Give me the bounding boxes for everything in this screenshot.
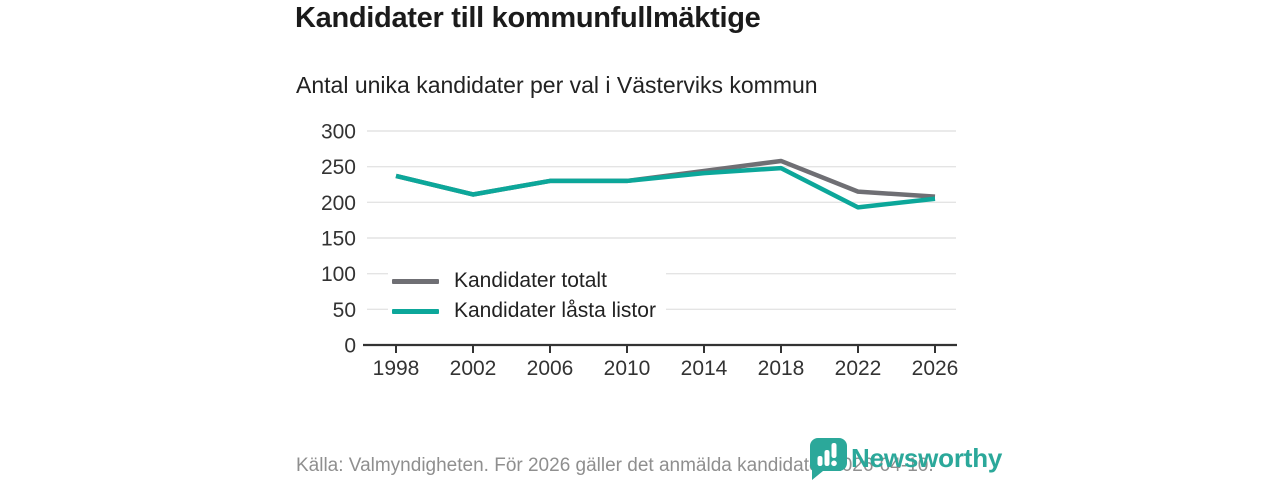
series-line-1 (395, 165, 936, 210)
chart-subtitle: Antal unika kandidater per val i Västerv… (296, 72, 818, 98)
legend-label-total: Kandidater totalt (454, 269, 607, 292)
chart-legend: Kandidater totalt Kandidater låsta listo… (388, 266, 666, 326)
y-tick-label: 300 (321, 121, 356, 144)
y-tick-label: 150 (321, 228, 356, 251)
y-tick-label: 200 (321, 192, 356, 215)
y-tick-label: 250 (321, 156, 356, 179)
x-tick-label: 2026 (912, 357, 959, 380)
newsworthy-logo: Newsworthy (808, 437, 1002, 480)
y-tick-label: 0 (344, 335, 356, 358)
line-chart: 0 50 100 150 200 250 300 1998 2002 2006 2010 2014 20… (300, 110, 980, 400)
x-tick-label: 2014 (681, 357, 728, 380)
x-tick-label: 2002 (450, 357, 497, 380)
y-tick-label: 100 (321, 263, 356, 286)
page-title: Kandidater till kommunfullmäktige (295, 2, 761, 34)
y-tick-label: 50 (333, 299, 356, 322)
legend-item-total: Kandidater totalt (388, 266, 666, 296)
x-tick-label: 2006 (527, 357, 574, 380)
legend-item-locked-lists: Kandidater låsta listor (388, 296, 666, 326)
legend-swatch-locked-lists (392, 308, 439, 314)
x-tick-label: 2022 (835, 357, 882, 380)
newsworthy-wordmark: Newsworthy (851, 443, 1003, 473)
line-chart-canvas: 0 50 100 150 200 250 300 1998 2002 2006 2010 2014 20… (321, 121, 959, 381)
source-note: Källa: Valmyndigheten. För 2026 gäller d… (296, 455, 934, 476)
x-tick-label: 2018 (758, 357, 805, 380)
bar-chart-speech-bubble-icon (810, 438, 847, 480)
x-tick-label: 1998 (373, 357, 420, 380)
x-tick-label: 2010 (604, 357, 651, 380)
legend-label-locked-lists: Kandidater låsta listor (454, 299, 656, 322)
legend-swatch-total (392, 278, 439, 284)
